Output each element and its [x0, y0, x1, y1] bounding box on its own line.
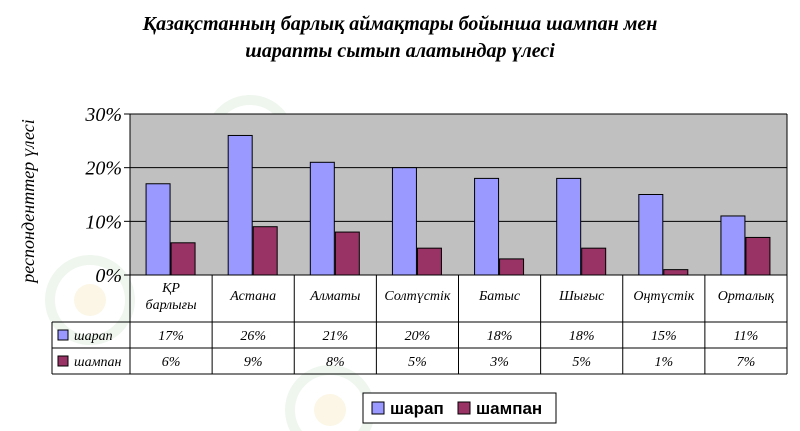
bars	[145, 134, 771, 276]
bar-шарап	[556, 177, 582, 276]
x-tick-label: барлығы	[146, 298, 197, 313]
data-label: 17%	[158, 329, 184, 344]
data-label: 21%	[322, 329, 348, 344]
table-legend-key	[57, 355, 69, 367]
legend-entry: шампан	[476, 399, 542, 418]
legend-entry: шарап	[390, 399, 444, 418]
bar-шампан	[499, 258, 525, 276]
table-legend-key	[57, 329, 69, 341]
bar-шарап	[145, 183, 171, 276]
x-tick-label: Батыс	[478, 289, 521, 304]
x-tick-label: Орталық	[718, 289, 775, 304]
table-series-name: шарап	[74, 329, 113, 344]
data-label: 15%	[651, 329, 677, 344]
data-label: 7%	[737, 355, 756, 370]
y-tick-label: 0%	[95, 265, 122, 287]
bar-шарап	[720, 215, 746, 276]
chart-title-line1: Қазақстанның барлық аймақтары бойынша ша…	[142, 13, 658, 35]
bar-шампан	[581, 247, 607, 276]
x-tick-label: Астана	[229, 289, 276, 304]
bar-шампан	[416, 247, 442, 276]
bar-шампан	[663, 269, 689, 276]
data-table: ҚР барлығы Астана Алматы Солтүстік Батыс Шығыс…	[51, 114, 788, 375]
bar-шампан	[252, 226, 278, 276]
x-tick-label: Шығыс	[558, 289, 605, 304]
data-label: 11%	[734, 329, 759, 344]
data-label: 18%	[569, 329, 595, 344]
bar-шарап	[309, 161, 335, 276]
data-label: 8%	[326, 355, 345, 370]
y-tick-labels: 0% 10% 20% 30%	[84, 104, 122, 287]
bar-шарап	[391, 167, 417, 276]
legend-swatch	[371, 401, 385, 415]
table-series-name: шампан	[74, 355, 122, 370]
data-label: 5%	[572, 355, 591, 370]
bar-шампан	[745, 236, 771, 276]
data-label: 1%	[654, 355, 673, 370]
watermark-logo	[285, 365, 375, 431]
x-tick-label: Алматы	[309, 289, 360, 304]
y-tick-label: 20%	[85, 158, 122, 180]
x-tick-label: Солтүстік	[384, 289, 451, 304]
bar-шарап	[638, 194, 664, 276]
data-label: 18%	[487, 329, 513, 344]
y-tick-label: 30%	[84, 104, 122, 126]
bar-шарап	[227, 134, 253, 276]
data-label: 26%	[240, 329, 266, 344]
data-label: 9%	[244, 355, 263, 370]
bar-шампан	[334, 231, 360, 276]
chart-title-line2: шарапты сытып алатындар үлесі	[245, 40, 555, 62]
y-axis-label: респонденттер үлесі	[18, 119, 38, 284]
legend: шарап шампан	[362, 392, 557, 424]
legend-swatch	[457, 401, 471, 415]
bar-шампан	[170, 242, 196, 276]
data-label: 20%	[405, 329, 431, 344]
y-tick-label: 10%	[85, 211, 122, 233]
x-tick-label: ҚР	[161, 281, 180, 296]
bar-шарап	[474, 177, 500, 276]
data-label: 6%	[162, 355, 181, 370]
data-label: 5%	[408, 355, 427, 370]
x-tick-label: Оңтүстік	[633, 289, 694, 304]
data-label: 3%	[489, 355, 509, 370]
